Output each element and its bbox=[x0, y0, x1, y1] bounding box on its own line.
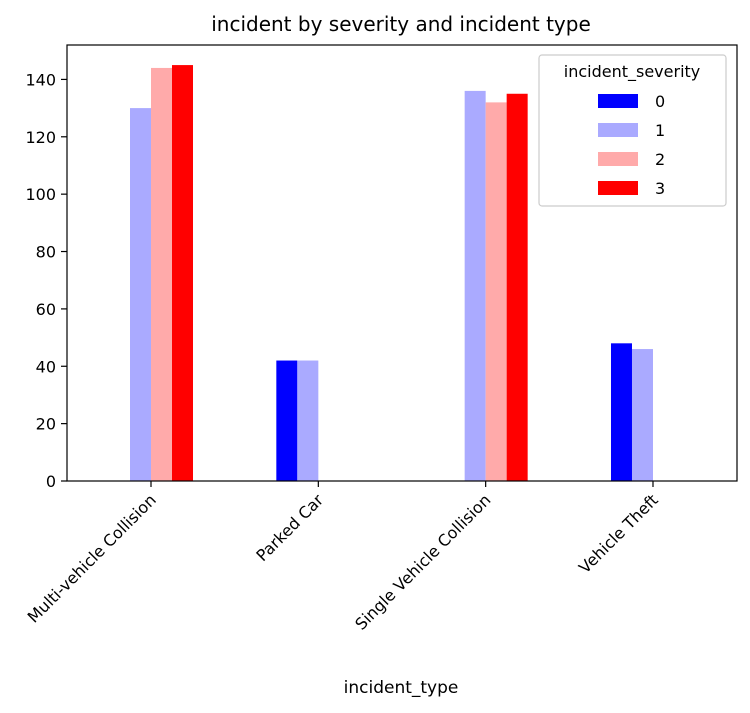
bar bbox=[485, 102, 507, 482]
legend-label: 3 bbox=[655, 179, 665, 198]
y-tick-label: 20 bbox=[36, 415, 56, 434]
legend: incident_severity 0 1 2 3 bbox=[538, 54, 727, 207]
bar bbox=[464, 90, 486, 481]
chart-title: incident by severity and incident type bbox=[211, 12, 591, 36]
x-tick-label: Multi-vehicle Collision bbox=[24, 490, 160, 626]
y-tick-label: 100 bbox=[25, 185, 56, 204]
y-tick-label: 0 bbox=[46, 472, 56, 491]
y-tick-label: 140 bbox=[25, 70, 56, 89]
x-axis: Multi-vehicle Collision Parked Car Single … bbox=[24, 481, 662, 634]
bar bbox=[276, 360, 298, 481]
x-tick-label: Vehicle Theft bbox=[575, 490, 662, 577]
bar bbox=[506, 93, 528, 482]
legend-swatch bbox=[598, 123, 638, 137]
y-axis: 0 20 40 60 80 100 120 140 bbox=[25, 70, 67, 491]
x-tick-label: Parked Car bbox=[252, 490, 327, 565]
legend-swatch bbox=[598, 181, 638, 195]
legend-swatch bbox=[598, 94, 638, 108]
y-tick-label: 120 bbox=[25, 128, 56, 147]
x-tick-label: Single Vehicle Collision bbox=[351, 490, 494, 633]
legend-label: 1 bbox=[655, 121, 665, 140]
x-axis-label: incident_type bbox=[344, 678, 459, 698]
y-tick-label: 60 bbox=[36, 300, 56, 319]
legend-swatch bbox=[598, 152, 638, 166]
bar bbox=[151, 67, 172, 482]
bars-group bbox=[130, 65, 653, 482]
y-tick-label: 80 bbox=[36, 243, 56, 262]
bar bbox=[631, 349, 653, 481]
legend-label: 0 bbox=[655, 92, 665, 111]
y-tick-label: 40 bbox=[36, 357, 56, 376]
legend-label: 2 bbox=[655, 150, 665, 169]
bar bbox=[610, 343, 632, 481]
plot-frame bbox=[66, 44, 738, 482]
bar bbox=[297, 360, 319, 481]
bar bbox=[130, 108, 151, 482]
bar bbox=[172, 65, 193, 481]
legend-title: incident_severity bbox=[564, 62, 701, 82]
